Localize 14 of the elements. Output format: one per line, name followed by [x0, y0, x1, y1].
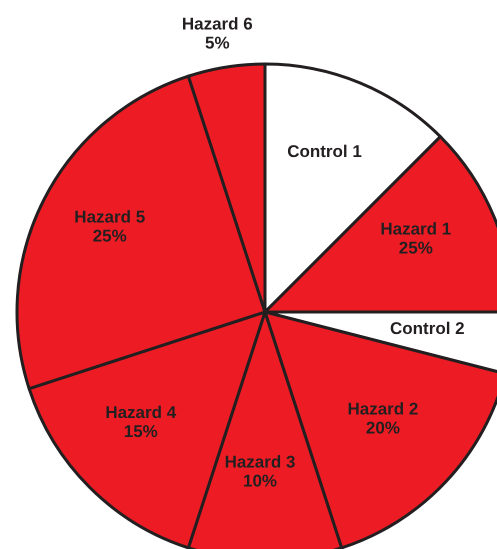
text: 25% — [398, 238, 433, 258]
slice-label: Hazard 4 — [105, 403, 177, 422]
data-label: 15% — [124, 422, 158, 442]
slice-label: Hazard 1 — [380, 219, 452, 238]
data-label: 25% — [92, 226, 127, 246]
data-label: 5% — [205, 34, 230, 53]
slice-label: Control 1 — [287, 142, 362, 162]
slice-label: Hazard 3 — [224, 452, 296, 472]
slice-label: Control 2 — [390, 319, 465, 338]
data-label: 10% — [242, 472, 278, 491]
slice-label: Hazard 2 — [347, 399, 418, 418]
slice-label: Hazard 6 — [182, 14, 253, 34]
text: 20% — [366, 418, 400, 438]
slice-label: Hazard 5 — [74, 207, 146, 226]
